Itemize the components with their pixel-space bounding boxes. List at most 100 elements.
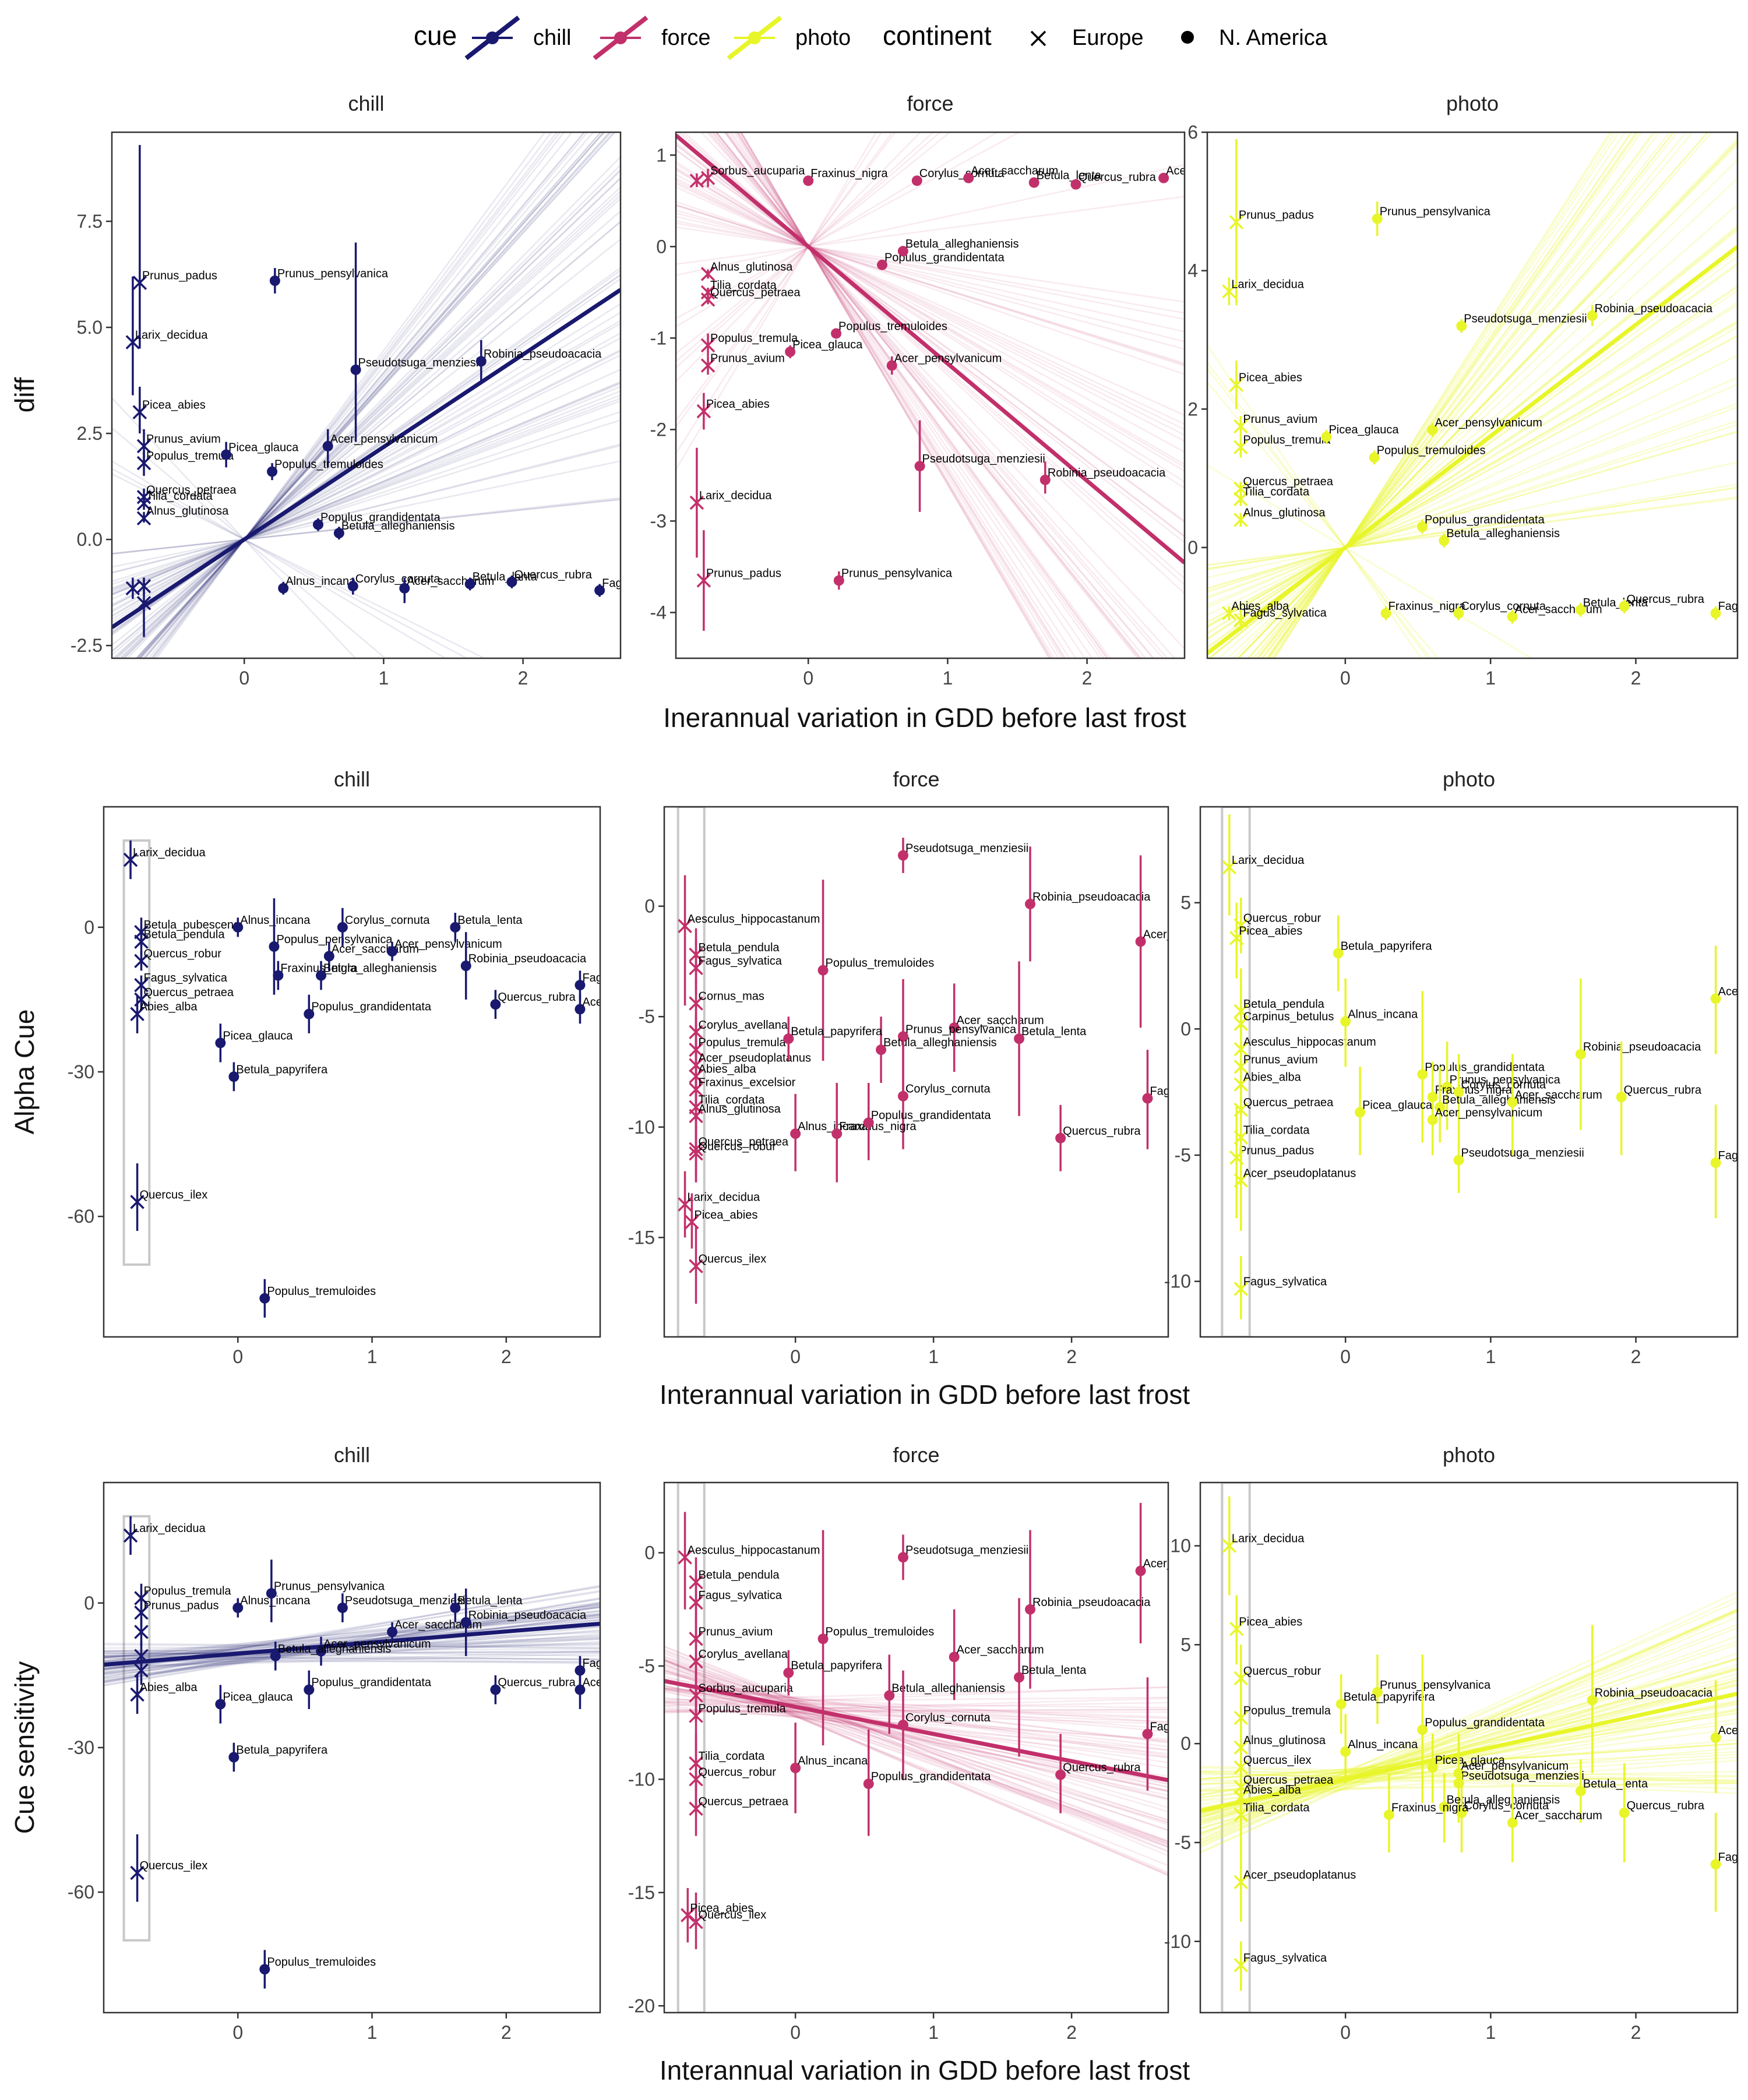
- posterior-line: [1207, 461, 1738, 578]
- europe-cross-marker: [700, 358, 716, 373]
- species-label: Fraxinus_nigra: [1391, 1801, 1469, 1814]
- posterior-line: [1207, 420, 1738, 593]
- species-point: Fraxinus_nigra: [831, 1082, 917, 1183]
- panel-frame: [663, 1481, 1169, 2014]
- europe-cross-marker: [1234, 419, 1248, 434]
- namerica-dot-marker: [949, 1022, 960, 1033]
- species-point: Betula_lenta: [1028, 169, 1102, 188]
- species-label: Acer_pseudoplatanus: [1243, 1167, 1356, 1180]
- species-label: Prunus_avium: [1243, 413, 1317, 426]
- posterior-line: [1200, 1657, 1738, 1824]
- species-label: Quercus_rubra: [1078, 171, 1156, 184]
- europe-cross-marker: [1229, 215, 1244, 230]
- posterior-line: [1253, 132, 1687, 658]
- posterior-line: [1260, 132, 1661, 658]
- species-label: Picea_abies: [1239, 924, 1302, 937]
- species-point: Acer_pensylvanicum: [387, 938, 502, 961]
- species-point: Picea_abies: [132, 386, 206, 434]
- posterior-line: [112, 221, 621, 652]
- species-point: Betula_alleghaniensis: [876, 1017, 997, 1083]
- posterior-line: [152, 132, 558, 658]
- namerica-dot-marker: [790, 1128, 801, 1139]
- posterior-line: [1207, 464, 1533, 658]
- species-point: Fraxinus_nigra: [1383, 1773, 1469, 1852]
- namerica-dot-marker: [1710, 1157, 1721, 1168]
- posterior-line: [1200, 1703, 1738, 1796]
- namerica-dot-marker: [1142, 1093, 1153, 1104]
- posterior-line: [104, 1614, 600, 1679]
- posterior-line: [1207, 286, 1738, 640]
- species-label: Alnus_incana: [240, 914, 311, 927]
- species-label: Alnus_glutinosa: [710, 260, 793, 273]
- namerica-dot-marker: [232, 922, 244, 933]
- posterior-line: [1207, 430, 1738, 590]
- posterior-line: [119, 177, 621, 658]
- panel-plot-area: Aesculus_hippocastanum Betula_pendula Fagu…: [664, 1483, 1168, 2013]
- namerica-dot-marker: [783, 1667, 794, 1678]
- europe-cross-marker: [689, 1915, 703, 1929]
- posterior-line: [724, 132, 1109, 658]
- species-label: Alnus_incana: [798, 1120, 868, 1133]
- posterior-line: [1209, 225, 1738, 658]
- y-tick-label: 0: [1180, 1733, 1191, 1754]
- species-point: Pseudotsuga_menziesii: [1456, 313, 1587, 333]
- posterior-line: [676, 196, 1185, 265]
- posterior-line: [104, 1650, 600, 1668]
- species-point: Fagus_sylvatica: [1234, 1256, 1327, 1319]
- species-label: Populus_tremuloides: [274, 458, 383, 471]
- species-label: Fraxinus_excelsior: [699, 1076, 796, 1089]
- posterior-line: [104, 1615, 600, 1658]
- species-point: Picea_glauca: [215, 1685, 293, 1724]
- posterior-line: [664, 1660, 1168, 1831]
- posterior-line: [664, 1686, 1168, 1707]
- posterior-line: [124, 164, 621, 658]
- posterior-line: [1274, 132, 1611, 658]
- y-tick-label: -1: [650, 327, 667, 348]
- species-label: Prunus_padus: [142, 270, 217, 283]
- europe-cross-marker: [134, 1625, 149, 1639]
- panel-background: [1200, 1483, 1738, 2013]
- species-label: Tilia_cordata: [699, 1750, 766, 1763]
- namerica-dot-marker: [1158, 172, 1169, 183]
- species-label: Populus_tremula: [699, 1703, 787, 1716]
- posterior-line: [664, 1707, 1168, 1740]
- species-label: Betula_lenta: [457, 1594, 523, 1607]
- namerica-dot-marker: [886, 360, 897, 371]
- regression-line: [104, 1621, 600, 1667]
- species-label: Robinia_pseudoacacia: [1583, 1041, 1701, 1054]
- posterior-line: [1272, 132, 1616, 658]
- species-point: [689, 173, 704, 188]
- europe-cross-marker: [689, 1709, 703, 1723]
- posterior-line: [1247, 132, 1709, 658]
- species-label: Betula_pendula: [1243, 998, 1325, 1011]
- y-axis-title: Cue sensitivity: [9, 1661, 40, 1834]
- species-point: Acer_pensylvanicum: [322, 429, 438, 468]
- species-label: Fagus_sylvatica: [699, 1589, 783, 1602]
- species-point: Acer_pensylvanicum: [886, 352, 1002, 375]
- europe-cross-marker: [1234, 1173, 1249, 1188]
- regression-line: [676, 133, 1185, 564]
- species-label: Quercus_ilex: [140, 1859, 208, 1872]
- species-point: Populus_grandidentata: [1417, 991, 1545, 1143]
- posterior-line: [1207, 368, 1432, 658]
- posterior-line: [104, 1649, 600, 1657]
- species-label: Tilia_cordata: [710, 279, 777, 292]
- posterior-line: [1207, 406, 1738, 598]
- species-label: Fagus_sylvatica: [699, 955, 783, 968]
- posterior-line: [112, 312, 621, 620]
- species-label: Quercus_petraea: [1243, 1774, 1334, 1787]
- species-point: Quercus_petraea: [689, 1779, 789, 1836]
- posterior-line: [1262, 132, 1655, 658]
- species-label: Corylus_cornuta: [919, 167, 1005, 180]
- europe-cross-marker: [689, 1654, 703, 1669]
- species-point: Betula_alleghaniensis: [270, 1642, 391, 1671]
- species-point: Corylus_cornuta: [1456, 1773, 1549, 1852]
- namerica-dot-marker: [1507, 611, 1518, 622]
- posterior-line: [104, 1613, 600, 1663]
- posterior-line: [664, 1662, 1168, 1813]
- y-tick-label: -4: [650, 602, 667, 623]
- panel-frame: [1199, 806, 1739, 1338]
- posterior-line: [112, 427, 387, 658]
- y-tick-label: 0: [84, 917, 94, 938]
- species-label: Picea_glauca: [223, 1691, 293, 1704]
